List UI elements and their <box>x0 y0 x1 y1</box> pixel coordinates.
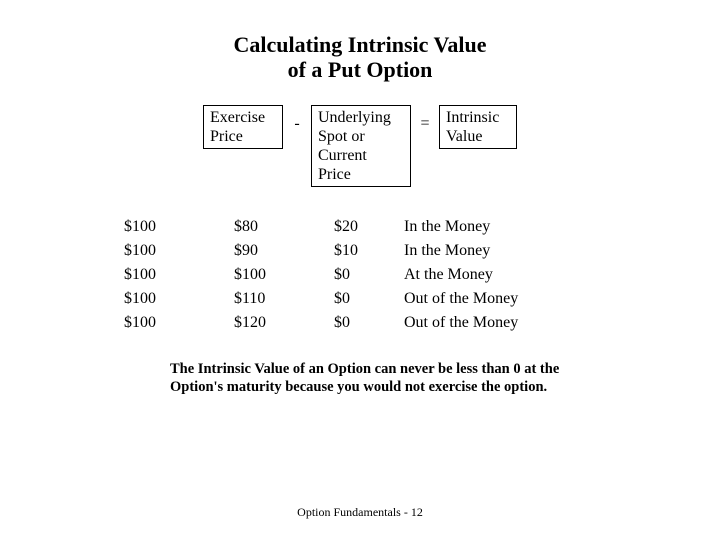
cell-iv: $10 <box>334 239 404 263</box>
intrinsic-value-box: Intrinsic Value <box>439 105 517 149</box>
values-table: $100 $80 $20 In the Money $100 $90 $10 I… <box>124 215 584 335</box>
cell-status: Out of the Money <box>404 287 584 311</box>
box-text: Current <box>318 147 367 164</box>
cell-status: In the Money <box>404 239 584 263</box>
slide-title: Calculating Intrinsic Value of a Put Opt… <box>60 32 660 83</box>
cell-exercise: $100 <box>124 239 234 263</box>
cell-spot: $90 <box>234 239 334 263</box>
cell-iv: $20 <box>334 215 404 239</box>
title-line-1: Calculating Intrinsic Value <box>233 32 486 57</box>
cell-spot: $110 <box>234 287 334 311</box>
cell-spot: $120 <box>234 311 334 335</box>
box-text: Price <box>210 128 243 145</box>
page-footer: Option Fundamentals - 12 <box>0 505 720 520</box>
cell-spot: $80 <box>234 215 334 239</box>
cell-status: Out of the Money <box>404 311 584 335</box>
box-text: Intrinsic <box>446 109 499 126</box>
box-text: Spot or <box>318 128 365 145</box>
cell-exercise: $100 <box>124 287 234 311</box>
table-row: $100 $120 $0 Out of the Money <box>124 311 584 335</box>
cell-status: At the Money <box>404 263 584 287</box>
cell-exercise: $100 <box>124 215 234 239</box>
box-text: Underlying <box>318 109 391 126</box>
slide: Calculating Intrinsic Value of a Put Opt… <box>0 0 720 540</box>
table-row: $100 $110 $0 Out of the Money <box>124 287 584 311</box>
footnote-text: The Intrinsic Value of an Option can nev… <box>170 361 596 396</box>
cell-iv: $0 <box>334 311 404 335</box>
table-row: $100 $100 $0 At the Money <box>124 263 584 287</box>
minus-operator: - <box>291 105 303 133</box>
exercise-price-box: Exercise Price <box>203 105 283 149</box>
formula-row: Exercise Price - Underlying Spot or Curr… <box>60 105 660 188</box>
box-text: Value <box>446 128 482 145</box>
cell-status: In the Money <box>404 215 584 239</box>
cell-spot: $100 <box>234 263 334 287</box>
cell-exercise: $100 <box>124 311 234 335</box>
cell-iv: $0 <box>334 263 404 287</box>
table-row: $100 $80 $20 In the Money <box>124 215 584 239</box>
underlying-price-box: Underlying Spot or Current Price <box>311 105 411 188</box>
equals-operator: = <box>419 105 431 133</box>
table-row: $100 $90 $10 In the Money <box>124 239 584 263</box>
cell-iv: $0 <box>334 287 404 311</box>
cell-exercise: $100 <box>124 263 234 287</box>
box-text: Exercise <box>210 109 265 126</box>
box-text: Price <box>318 166 351 183</box>
title-line-2: of a Put Option <box>288 57 433 82</box>
